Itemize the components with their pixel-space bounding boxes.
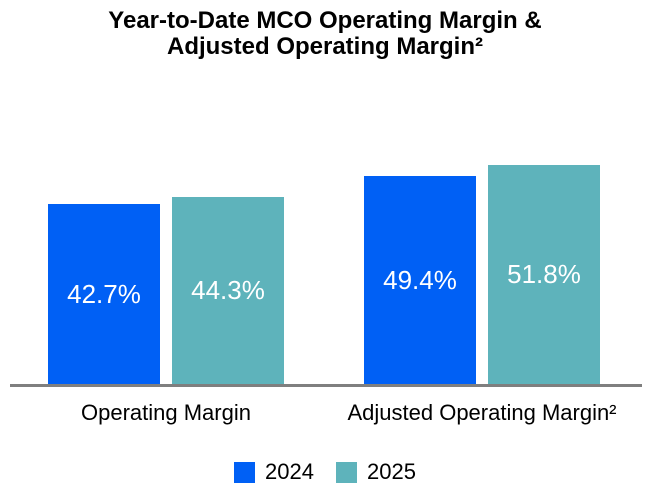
bar-2025-category-2: 51.8% xyxy=(488,165,600,384)
legend-swatch-icon xyxy=(336,461,357,483)
bar-2025-category-1: 44.3% xyxy=(172,197,284,384)
bar-value-label: 42.7% xyxy=(67,278,141,309)
legend-item-2025: 2025 xyxy=(336,459,416,485)
x-axis-label-2: Adjusted Operating Margin² xyxy=(347,400,617,425)
bar-2024-category-2: 49.4% xyxy=(364,176,476,384)
legend-item-2024: 2024 xyxy=(234,459,314,485)
bar-value-label: 49.4% xyxy=(383,264,457,295)
bar-2024-category-1: 42.7% xyxy=(48,204,160,384)
bar-value-label: 51.8% xyxy=(507,259,581,289)
legend: 2024 2025 xyxy=(0,459,650,485)
x-axis-line xyxy=(10,384,642,387)
bar-value-label: 44.3% xyxy=(191,275,265,305)
legend-swatch-icon xyxy=(234,461,256,483)
legend-label: 2025 xyxy=(367,459,416,484)
chart-title-line2: Adjusted Operating Margin² xyxy=(166,33,483,60)
chart-title: Year-to-Date MCO Operating Margin & Adju… xyxy=(0,8,650,60)
chart-title-line1: Year-to-Date MCO Operating Margin & xyxy=(108,7,542,34)
legend-label: 2024 xyxy=(265,459,314,484)
x-axis-label-1: Operating Margin xyxy=(81,400,251,425)
